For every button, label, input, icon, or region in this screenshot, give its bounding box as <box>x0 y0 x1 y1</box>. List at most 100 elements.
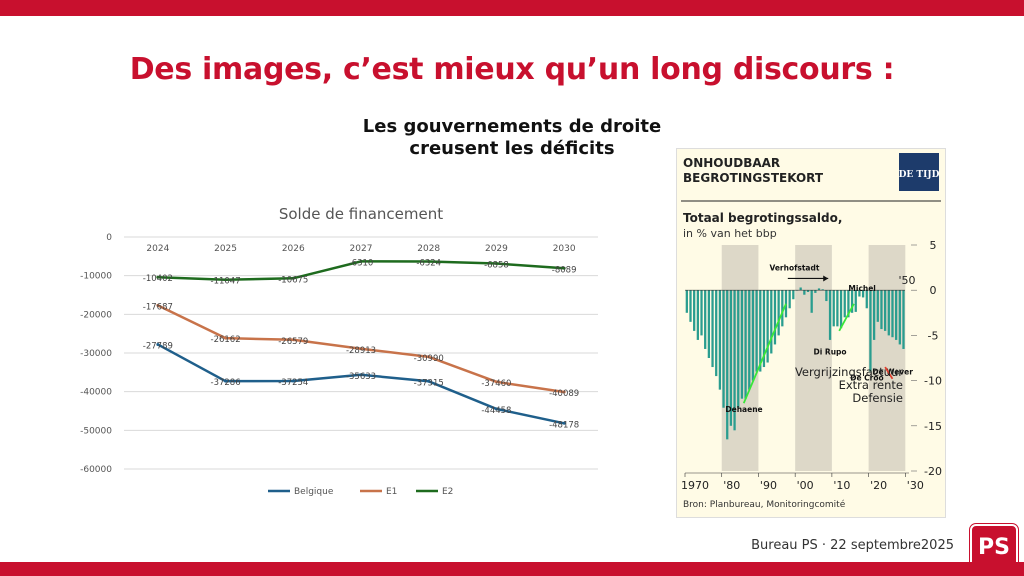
y-tick-label: -10000 <box>80 272 112 282</box>
data-point <box>494 262 498 266</box>
y-tick-label: -15 <box>924 420 942 433</box>
y-tick-label: 0 <box>106 233 112 243</box>
x-tick-label: 2028 <box>417 244 440 254</box>
data-label: -6324 <box>416 258 441 268</box>
x-tick-label: '20 <box>870 479 887 492</box>
deficit-bar <box>821 289 824 291</box>
deficit-bar <box>825 290 828 302</box>
x-tick-label: 2024 <box>146 244 169 254</box>
annotation-label: Di Rupo <box>814 347 847 356</box>
dirupo-arrow <box>838 303 855 332</box>
data-point <box>562 390 566 394</box>
de-tijd-logo-text: DE TIJD <box>899 170 940 180</box>
graphic-title: Totaal begrotingssaldo, <box>683 211 842 225</box>
annotation-label: Verhofstadt <box>769 263 819 272</box>
deficit-bar <box>685 290 688 313</box>
data-label: -6310 <box>349 258 374 268</box>
deficit-bar <box>895 290 898 340</box>
y-tick-label: 0 <box>930 284 937 297</box>
x-tick-label: '80 <box>723 479 740 492</box>
data-label: -26162 <box>211 335 241 345</box>
deficit-bar <box>729 290 733 426</box>
annotation-label: De Wever <box>872 367 913 376</box>
deficit-bar <box>850 290 854 313</box>
deficit-bar <box>872 290 876 340</box>
data-point <box>562 421 566 425</box>
annotation-label: De Croo <box>850 374 883 383</box>
data-label: -48178 <box>549 420 579 430</box>
deficit-bar <box>696 290 699 340</box>
x-tick-label: 2030 <box>553 244 576 254</box>
deficit-bar <box>773 290 777 345</box>
x-tick-label: '00 <box>797 479 814 492</box>
graphic-header-1: ONHOUDBAAR <box>683 156 780 170</box>
deficit-bar <box>902 290 905 349</box>
subtitle-line-2: creusent les déficits <box>409 138 615 159</box>
deficit-bar <box>898 290 901 345</box>
x-tick-label: 2025 <box>214 244 237 254</box>
y-tick-label: -30000 <box>80 349 112 359</box>
deficit-bar <box>847 290 850 318</box>
data-label: -40089 <box>549 389 579 399</box>
deficit-bar <box>799 287 802 291</box>
data-point <box>156 275 160 279</box>
deficit-bar <box>876 290 879 322</box>
data-label: -37315 <box>414 378 444 388</box>
data-label: -28913 <box>346 346 376 356</box>
y-tick-label: -10 <box>924 375 942 388</box>
data-point <box>427 355 431 359</box>
graphic-header-2: BEGROTINGSTEKORT <box>683 171 824 185</box>
arrowhead <box>823 275 829 282</box>
deficit-bar <box>689 290 692 322</box>
deficit-bar <box>722 290 725 408</box>
annotation-label: Michel <box>848 284 875 293</box>
deficit-bar <box>781 290 784 327</box>
deficit-bar <box>803 290 806 295</box>
deficit-bar <box>715 290 718 377</box>
deficit-bar <box>865 290 868 309</box>
data-label: -27789 <box>143 341 173 351</box>
x-tick-label: 2027 <box>350 244 373 254</box>
tijd-graphic: ONHOUDBAAR BEGROTINGSTEKORT DE TIJD Totaal … <box>676 148 946 518</box>
source-note: Bron: Planbureau, Monitoringcomité <box>683 499 846 510</box>
data-point <box>291 338 295 342</box>
x-tick-label: 1970 <box>681 479 709 492</box>
legend-text: Extra rente <box>839 378 903 392</box>
deficit-bar <box>891 290 894 338</box>
deficit-bar <box>726 290 729 440</box>
deficit-bar <box>751 290 755 381</box>
deficit-bar <box>854 290 857 312</box>
data-point <box>224 278 228 282</box>
deficit-bar <box>704 290 707 349</box>
deficit-bar <box>762 290 766 368</box>
x-tick-label: '90 <box>760 479 777 492</box>
deficit-bar <box>861 290 865 298</box>
y-tick-label: -60000 <box>80 465 112 475</box>
top-bar <box>0 0 1024 16</box>
legend-label: E2 <box>442 487 453 497</box>
deficit-bar <box>839 290 843 329</box>
deficit-bar <box>883 290 887 331</box>
data-label: -37460 <box>481 379 511 389</box>
chart-title: Solde de financement <box>279 205 443 223</box>
data-label: -26579 <box>278 337 308 347</box>
deficit-bar <box>817 288 821 291</box>
deficit-bar <box>869 290 872 372</box>
deficit-bar <box>718 290 722 390</box>
deficit-bar <box>733 290 736 431</box>
label-50: '50 <box>898 274 915 287</box>
data-point <box>224 379 228 383</box>
data-label: -8089 <box>552 265 577 275</box>
deficit-bar <box>744 290 747 399</box>
data-point <box>427 259 431 263</box>
footer-text: Bureau PS · 22 septembre2025 <box>751 538 954 553</box>
y-tick-label: -50000 <box>80 426 112 436</box>
deficit-bar <box>792 290 795 300</box>
deficit-bar <box>843 290 846 318</box>
deficit-bar <box>759 290 762 372</box>
deficit-bar <box>770 290 773 354</box>
data-label: -37286 <box>211 378 241 388</box>
deficit-bar <box>777 290 780 336</box>
slide-title: Des images, c’est mieux qu’un long disco… <box>129 52 895 87</box>
